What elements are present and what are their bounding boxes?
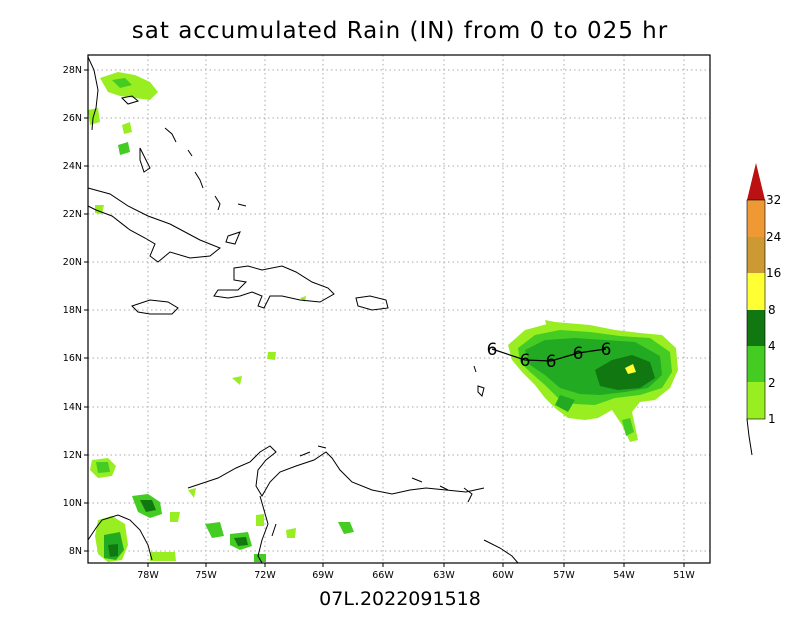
storm-track (491, 348, 607, 362)
lon-label: 63W (433, 570, 455, 581)
lat-label: 8N (69, 546, 82, 557)
lon-label: 66W (372, 570, 394, 581)
storm-symbol-icon: 6 (601, 340, 612, 360)
colorbar-swatch (747, 200, 765, 237)
longitude-labels: 78W 75W 72W 69W 66W 63W 60W 57W 54W 51W (137, 570, 695, 581)
colorbar-label: 4 (768, 339, 776, 353)
lat-label: 16N (63, 353, 82, 364)
colorbar-swatch (747, 273, 765, 310)
colorbar-label: 8 (768, 303, 776, 317)
colorbar-label: 32 (766, 193, 781, 207)
lat-label: 10N (63, 498, 82, 509)
colorbar-label: 2 (768, 376, 776, 390)
colorbar-label: 16 (766, 266, 781, 280)
storm-symbol-icon: 6 (520, 351, 531, 371)
latitude-labels: 28N 26N 24N 22N 20N 18N 16N 14N 12N 10N … (63, 65, 82, 557)
lat-label: 14N (63, 402, 82, 413)
lat-label: 22N (63, 209, 82, 220)
map-area: 66 6 6 6 (87, 54, 711, 564)
lat-label: 26N (63, 113, 82, 124)
rainfall-field (88, 72, 678, 562)
storm-id-label: 07L.2022091518 (319, 588, 481, 610)
chart-title: sat accumulated Rain (IN) from 0 to 025 … (131, 18, 669, 44)
lat-label: 24N (63, 161, 82, 172)
storm-symbol-icon: 6 (573, 344, 584, 364)
lon-label: 51W (673, 570, 695, 581)
lon-label: 57W (553, 570, 575, 581)
colorbar-label: 24 (766, 230, 781, 244)
lat-label: 28N (63, 65, 82, 76)
lon-label: 78W (137, 570, 159, 581)
lon-label: 72W (254, 570, 276, 581)
lat-label: 18N (63, 305, 82, 316)
lon-label: 69W (312, 570, 334, 581)
colorbar-bottom-arrow (746, 418, 753, 456)
colorbar-top-arrow (747, 163, 765, 200)
colorbar-label: 1 (768, 412, 776, 426)
lat-label: 12N (63, 450, 82, 461)
colorbar-swatch (747, 310, 765, 346)
storm-symbol-icon: 6 (487, 340, 498, 360)
grid-lines (88, 55, 710, 563)
storm-track-symbols: 66 6 6 6 (487, 340, 612, 372)
lon-label: 60W (492, 570, 514, 581)
colorbar-swatch (747, 237, 765, 273)
lat-label: 20N (63, 257, 82, 268)
colorbar-swatch (747, 382, 765, 419)
lon-label: 54W (613, 570, 635, 581)
colorbar: 1 2 4 8 16 24 32 (746, 163, 781, 456)
colorbar-swatch (747, 346, 765, 382)
storm-symbol-icon: 6 (546, 352, 557, 372)
lon-label: 75W (195, 570, 217, 581)
axis-ticks (84, 69, 685, 567)
coastlines (87, 56, 519, 564)
